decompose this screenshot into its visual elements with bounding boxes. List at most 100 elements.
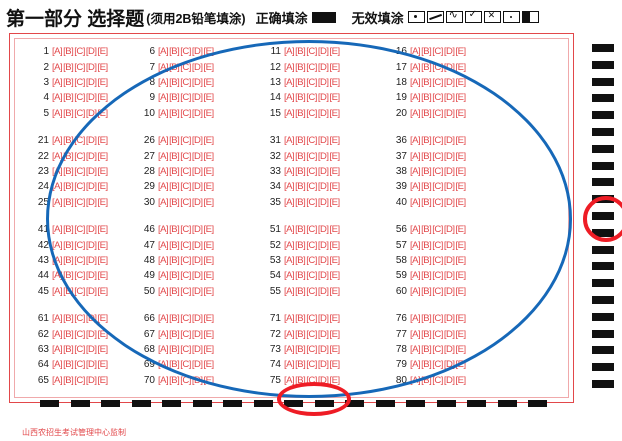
question-row[interactable]: 3 [A] [B] [C] [D] [E] (32, 75, 108, 90)
option-bubble[interactable]: [E] (97, 46, 109, 58)
option-bubble[interactable]: [E] (455, 61, 467, 73)
timing-mark (592, 279, 614, 288)
option-bubble[interactable]: [D] (85, 343, 97, 355)
option-bubble[interactable]: [D] (85, 46, 97, 58)
option-bubble[interactable]: [E] (97, 374, 109, 386)
option-bubble[interactable]: [A] (52, 61, 63, 73)
option-bubble[interactable]: [B] (169, 46, 180, 58)
option-bubble[interactable]: [B] (63, 374, 74, 386)
bottom-timing-mark (375, 400, 395, 407)
option-bubble[interactable]: [A] (52, 328, 63, 340)
option-bubble[interactable]: [D] (85, 359, 97, 371)
option-bubble[interactable]: [C] (74, 76, 85, 88)
question-row[interactable]: 2 [A] [B] [C] [D] [E] (32, 59, 108, 74)
option-bubble[interactable]: [B] (169, 374, 180, 386)
option-bubble[interactable]: [D] (85, 76, 97, 88)
option-bubble[interactable]: [C] (180, 374, 191, 386)
bottom-timing-mark (436, 400, 456, 407)
question-row[interactable]: 1 [A] [B] [C] [D] [E] (32, 44, 108, 59)
option-bubble[interactable]: [B] (63, 328, 74, 340)
option-bubble[interactable]: [C] (74, 61, 85, 73)
invalid-cross-icon (483, 11, 501, 23)
option-bubble[interactable]: [B] (63, 135, 74, 147)
option-bubble[interactable]: [B] (63, 92, 74, 104)
option-bubble[interactable]: [E] (97, 92, 109, 104)
option-bubble[interactable]: [A] (52, 46, 63, 58)
legend-invalid-label: 无效填涂 (351, 10, 404, 26)
timing-mark (592, 312, 614, 321)
option-bubble[interactable]: [D] (443, 374, 455, 386)
option-bubble[interactable]: [E] (455, 374, 467, 386)
option-bubble[interactable]: [A] (410, 46, 421, 58)
question-column: 61 [A] [B] [C] [D] [E] 62 [A] [B] [C] [D] [E] 63 [A][… (32, 311, 108, 388)
question-row[interactable]: 64 [A] [B] [C] [D] [E] (32, 357, 108, 372)
timing-mark-highlight-circle (583, 196, 622, 242)
option-bubble[interactable]: [A] (52, 107, 63, 119)
option-bubble[interactable]: [D] (85, 328, 97, 340)
option-bubble[interactable]: [C] (74, 328, 85, 340)
option-bubble[interactable]: [A] (52, 313, 63, 325)
option-bubble[interactable]: [D] (85, 61, 97, 73)
option-bubble[interactable]: [C] (432, 46, 443, 58)
option-bubble[interactable]: [D] (85, 107, 97, 119)
bottom-timing-mark (345, 400, 364, 407)
option-bubble[interactable]: [A] (52, 285, 63, 297)
option-bubble[interactable]: [A] (52, 76, 63, 88)
option-bubble[interactable]: [B] (63, 61, 74, 73)
invalid-half-fill-icon (521, 11, 539, 23)
option-bubble[interactable]: [B] (63, 359, 74, 371)
option-bubble[interactable]: [A] (158, 46, 169, 58)
question-row[interactable]: 62 [A] [B] [C] [D] [E] (32, 326, 108, 341)
option-bubble[interactable]: [A] (52, 343, 63, 355)
option-bubble[interactable]: [A] (52, 270, 63, 282)
option-bubble[interactable]: [E] (97, 61, 109, 73)
option-bubble[interactable]: [A] (158, 61, 169, 73)
option-bubble[interactable]: [E] (97, 343, 109, 355)
option-bubble[interactable]: [B] (63, 343, 74, 355)
question-row[interactable]: 63 [A] [B] [C] [D] [E] (32, 342, 108, 357)
question-row[interactable]: 6 [A] [B] [C] [D] [E] (138, 44, 214, 59)
option-bubble[interactable]: [E] (203, 46, 215, 58)
option-bubble[interactable]: [C] (432, 374, 443, 386)
timing-mark (592, 346, 614, 355)
option-bubble[interactable]: [A] (52, 359, 63, 371)
option-bubble[interactable]: [E] (455, 46, 467, 58)
option-bubble[interactable]: [D] (85, 374, 97, 386)
option-bubbles: [A] [B] [C] [D] [E] (52, 329, 108, 340)
footer-note: 山西农招生考试管理中心监制 (22, 428, 126, 437)
option-bubble[interactable]: [A] (52, 150, 63, 162)
question-row[interactable]: 4 [A] [B] [C] [D] [E] (32, 90, 108, 105)
option-bubble[interactable]: [E] (97, 328, 109, 340)
option-bubble[interactable]: [C] (74, 313, 85, 325)
option-bubble[interactable]: [B] (63, 76, 74, 88)
option-bubble[interactable]: [E] (97, 359, 109, 371)
option-bubble[interactable]: [D] (443, 46, 455, 58)
option-bubble[interactable]: [A] (158, 374, 169, 386)
option-bubble[interactable]: [A] (52, 374, 63, 386)
invalid-small-dot-icon (502, 11, 520, 23)
question-number: 21 (37, 135, 49, 147)
option-bubble[interactable]: [C] (74, 343, 85, 355)
option-bubble[interactable]: [D] (191, 46, 203, 58)
option-bubble[interactable]: [B] (421, 46, 432, 58)
option-bubble[interactable]: [B] (63, 46, 74, 58)
question-row[interactable]: 65 [A] [B] [C] [D] [E] (32, 373, 108, 388)
option-bubbles: [A] [B] [C] [D] [E] (52, 62, 108, 73)
option-bubble[interactable]: [B] (421, 374, 432, 386)
question-number: 41 (37, 224, 49, 236)
option-bubble[interactable]: [C] (74, 46, 85, 58)
option-bubble[interactable]: [A] (52, 135, 63, 147)
option-bubble[interactable]: [C] (74, 374, 85, 386)
option-bubble[interactable]: [C] (74, 92, 85, 104)
question-number: 4 (43, 92, 49, 104)
option-bubble[interactable]: [C] (74, 107, 85, 119)
option-bubble[interactable]: [C] (180, 46, 191, 58)
option-bubble[interactable]: [E] (97, 76, 109, 88)
option-bubble[interactable]: [A] (52, 92, 63, 104)
option-bubble[interactable]: [B] (63, 313, 74, 325)
option-bubble[interactable]: [C] (74, 359, 85, 371)
option-bubble[interactable]: [D] (85, 92, 97, 104)
option-bubble[interactable]: [B] (63, 107, 74, 119)
timing-mark (592, 94, 614, 103)
